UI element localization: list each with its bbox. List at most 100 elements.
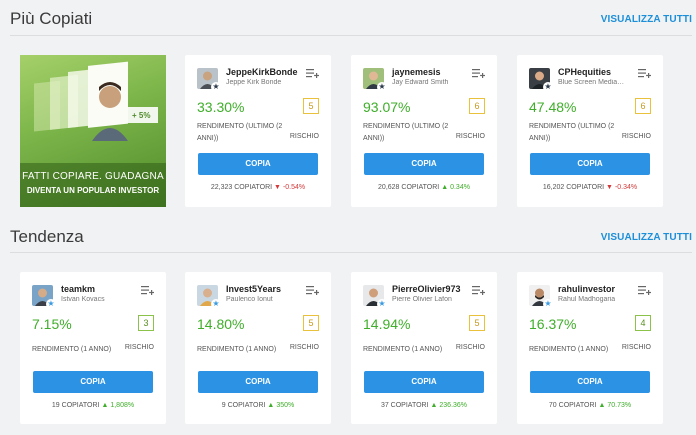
copy-button[interactable]: COPIA	[364, 153, 484, 175]
copy-button[interactable]: COPIA	[198, 153, 318, 175]
investor-fullname: Blue Screen Media…	[558, 79, 625, 86]
investor-username[interactable]: Invest5Years	[226, 284, 282, 294]
up-triangle-icon: ▲	[441, 184, 449, 191]
copiers-count: 16,202 COPIATORI	[542, 184, 605, 191]
investor-username[interactable]: rahulinvestor	[558, 284, 616, 294]
gain-percentage: 33.30%	[197, 99, 245, 115]
return-label: RENDIMENTO (ULTIMO (2 ANNI))	[363, 123, 449, 142]
copy-button[interactable]: COPIA	[33, 371, 153, 393]
up-triangle-icon: ▲	[430, 402, 438, 409]
copy-button[interactable]: COPIA	[364, 371, 484, 393]
down-triangle-icon: ▼	[606, 184, 613, 191]
investor-username[interactable]: CPHequities	[558, 67, 612, 77]
risk-score-badge: 5	[303, 315, 319, 331]
section-title-most-copied: Più Copiati	[10, 9, 93, 28]
gain-percentage: 7.15%	[32, 316, 72, 332]
copy-button[interactable]: COPIA	[530, 153, 650, 175]
investor-card[interactable]: ★ PierreOlivier973 Pierre Olivier Lafon …	[351, 272, 497, 424]
investor-card[interactable]: ★ jaynemesis Jay Edward Smith 93.07% 6 R…	[351, 55, 497, 207]
investor-card[interactable]: ★ rahulinvestor Rahul Madhogaria 16.37% …	[517, 272, 663, 424]
star-badge-icon: ★	[377, 82, 387, 92]
investor-card[interactable]: ★ Invest5Years Paulenco Ionut 14.80% 5 R…	[185, 272, 331, 424]
investor-fullname: Rahul Madhogaria	[558, 296, 616, 303]
star-badge-icon: ★	[377, 299, 387, 309]
risk-score-badge: 3	[138, 315, 154, 331]
promo-headline: FATTI COPIARE. GUADAGNA	[22, 171, 164, 182]
copiers-change: -0.54%	[282, 184, 306, 191]
return-label: RENDIMENTO (1 ANNO)	[197, 346, 277, 353]
down-triangle-icon: ▼	[274, 184, 281, 191]
up-triangle-icon: ▲	[267, 402, 275, 409]
investor-card[interactable]: ★ teamkm Istvan Kovacs 7.15% 3 RENDIMENT…	[20, 272, 166, 424]
investor-username[interactable]: PierreOlivier973	[392, 284, 461, 294]
add-to-list-icon[interactable]	[141, 285, 154, 295]
popular-investor-promo[interactable]: + 5% FATTI COPIARE. GUADAGNA DIVENTA UN …	[20, 55, 166, 207]
risk-score-badge: 5	[469, 315, 485, 331]
copiers-stats: 37 COPIATORI ▲ 236.36%	[351, 402, 497, 409]
investor-username[interactable]: JeppeKirkBonde	[226, 67, 298, 77]
up-triangle-icon: ▲	[101, 402, 109, 409]
investor-fullname: Jeppe Kirk Bonde	[226, 79, 282, 86]
add-to-list-icon[interactable]	[638, 285, 651, 295]
gain-percentage: 14.80%	[197, 316, 245, 332]
add-to-list-icon[interactable]	[638, 68, 651, 78]
investor-fullname: Istvan Kovacs	[61, 296, 105, 303]
view-all-trending-link[interactable]: VISUALIZZA TUTTI	[600, 231, 692, 243]
investor-card[interactable]: ★ CPHequities Blue Screen Media… 47.48% …	[517, 55, 663, 207]
investor-card[interactable]: ★ JeppeKirkBonde Jeppe Kirk Bonde 33.30%…	[185, 55, 331, 207]
add-to-list-icon[interactable]	[306, 285, 319, 295]
risk-label: RISCHIO	[455, 133, 485, 140]
return-label: RENDIMENTO (1 ANNO)	[529, 346, 609, 353]
return-label: RENDIMENTO (1 ANNO)	[32, 346, 112, 353]
risk-label: RISCHIO	[289, 133, 319, 140]
copiers-stats: 16,202 COPIATORI ▼ -0.34%	[517, 184, 663, 191]
divider	[10, 252, 692, 253]
copiers-change: 0.34%	[450, 184, 470, 191]
copiers-count: 37 COPIATORI	[380, 402, 429, 409]
add-to-list-icon[interactable]	[472, 68, 485, 78]
risk-score-badge: 6	[469, 98, 485, 114]
copiers-stats: 19 COPIATORI ▲ 1,808%	[20, 402, 166, 409]
return-label: RENDIMENTO (ULTIMO (2 ANNI))	[529, 123, 615, 142]
copy-button[interactable]: COPIA	[198, 371, 318, 393]
promo-illustration-icon: + 5%	[34, 61, 158, 141]
risk-score-badge: 4	[635, 315, 651, 331]
investor-fullname: Pierre Olivier Lafon	[392, 296, 452, 303]
investor-fullname: Paulenco Ionut	[226, 296, 273, 303]
star-badge-icon: ★	[211, 82, 221, 92]
section-title-trending: Tendenza	[10, 227, 84, 246]
copiers-change: 1,808%	[110, 402, 135, 409]
add-to-list-icon[interactable]	[472, 285, 485, 295]
risk-label: RISCHIO	[124, 344, 154, 351]
investor-username[interactable]: jaynemesis	[392, 67, 441, 77]
copiers-stats: 9 COPIATORI ▲ 350%	[185, 402, 331, 409]
star-badge-icon: ★	[46, 299, 56, 309]
gain-percentage: 14.94%	[363, 316, 411, 332]
copiers-change: -0.34%	[614, 184, 638, 191]
star-badge-icon: ★	[543, 299, 553, 309]
promo-caption: FATTI COPIARE. GUADAGNA DIVENTA UN POPUL…	[20, 163, 166, 207]
risk-label: RISCHIO	[455, 344, 485, 351]
promo-subline: DIVENTA UN POPULAR INVESTOR	[26, 186, 160, 195]
risk-label: RISCHIO	[289, 344, 319, 351]
return-label: RENDIMENTO (1 ANNO)	[363, 346, 443, 353]
most-copied-header: Più Copiati VISUALIZZA TUTTI	[10, 8, 692, 30]
gain-percentage: 93.07%	[363, 99, 411, 115]
copiers-change: 70.73%	[607, 402, 632, 409]
investor-username[interactable]: teamkm	[61, 284, 96, 294]
copiers-count: 22,323 COPIATORI	[210, 184, 273, 191]
risk-label: RISCHIO	[621, 344, 651, 351]
return-label: RENDIMENTO (ULTIMO (2 ANNI))	[197, 123, 283, 142]
add-to-list-icon[interactable]	[306, 68, 319, 78]
investor-fullname: Jay Edward Smith	[392, 79, 449, 86]
star-badge-icon: ★	[211, 299, 221, 309]
up-triangle-icon: ▲	[598, 402, 606, 409]
copiers-count: 70 COPIATORI	[548, 402, 597, 409]
copy-button[interactable]: COPIA	[530, 371, 650, 393]
gain-percentage: 47.48%	[529, 99, 577, 115]
view-all-most-copied-link[interactable]: VISUALIZZA TUTTI	[600, 13, 692, 25]
copiers-count: 19 COPIATORI	[51, 402, 100, 409]
copiers-stats: 22,323 COPIATORI ▼ -0.54%	[185, 184, 331, 191]
copiers-count: 9 COPIATORI	[221, 402, 266, 409]
gain-percentage: 16.37%	[529, 316, 577, 332]
